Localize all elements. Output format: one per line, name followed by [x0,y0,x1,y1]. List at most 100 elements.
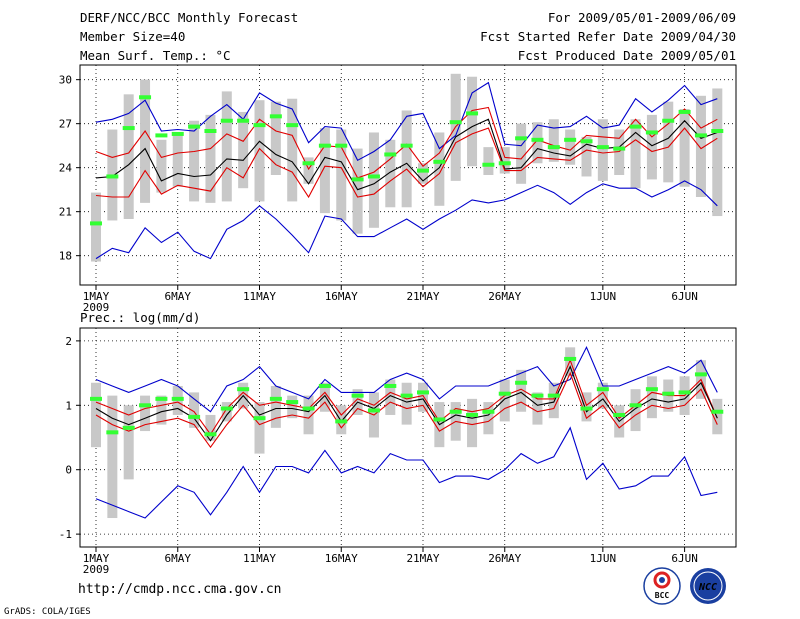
panel1-label: Mean Surf. Temp.: °C [80,48,231,63]
observed-marker [564,137,577,142]
bcc-logo: BCC [643,567,681,605]
spread-box [123,94,134,219]
spread-box [516,369,527,412]
spread-box [172,133,183,187]
observed-marker [384,383,397,388]
series-line-min [95,180,718,260]
observed-marker [384,152,397,157]
spread-box [303,395,314,435]
y-tick-label: 2 [65,335,72,348]
observed-marker [302,161,315,166]
spread-box [646,376,657,419]
y-tick-label: 0 [65,464,72,477]
observed-marker [253,123,266,128]
spread-box [401,110,412,208]
observed-marker [547,145,560,150]
temperature-panel: 18 21 24 27 30 1MAY 6MAY 11MAY 16MAY 21MAY 26MAY 1J… [59,64,737,314]
observed-marker [253,416,266,421]
x-tick-label: 26MAY [488,290,521,303]
observed-marker [400,143,413,148]
spread-box [352,148,363,234]
observed-marker [155,133,168,138]
observed-marker [122,425,135,430]
observed-marker [139,403,152,408]
spread-box [189,392,200,428]
observed-marker [531,393,544,398]
plot-frame [79,327,737,548]
grads-credit: GrADS: COLA/IGES [4,607,91,617]
observed-marker [433,417,446,422]
observed-marker [662,118,675,123]
spread-box [581,136,592,177]
observed-marker [694,133,707,138]
spread-box [597,119,608,181]
y-tick-label: -1 [59,528,72,541]
spread-box [467,76,478,167]
observed-marker [629,124,642,129]
spread-box [287,395,298,419]
spread-box [695,95,706,197]
y-tick-label: 18 [59,250,72,263]
observed-marker [564,356,577,361]
spread-box [107,395,118,519]
y-tick-label: 21 [59,206,72,219]
observed-marker [498,161,511,166]
spread-box [712,88,723,217]
spread-box [385,379,396,415]
spread-box [467,398,478,448]
observed-marker [335,419,348,424]
chart-title: DERF/NCC/BCC Monthly Forecast [80,10,299,25]
spread-box [319,128,330,214]
x-tick-label: 16MAY [325,552,358,565]
x-tick-label: 1MAY [83,290,110,303]
spread-box [483,147,494,175]
spread-box [418,163,428,184]
observed-marker [400,393,413,398]
observed-marker [417,168,429,173]
spread-box [238,111,249,189]
spread-box [385,139,396,208]
x-tick-label: 1MAY [83,552,110,565]
spread-box [270,385,281,428]
spread-box [156,139,167,193]
spread-box [287,98,298,202]
observed-marker [678,109,691,114]
spread-box [270,101,281,175]
x-tick-label: 6MAY [165,290,192,303]
observed-marker [694,372,707,377]
ncc-logo-text: NCC [698,582,717,593]
spread-box [254,100,265,202]
x-tick-label: 1JUN [590,552,617,565]
spread-box [140,79,151,203]
source-url[interactable]: http://cmdp.ncc.cma.gov.cn [78,582,282,597]
spread-box [221,402,232,422]
observed-marker [449,120,462,125]
spread-box [254,402,265,454]
x-tick-label: 1JUN [590,290,617,303]
spread-box [156,395,167,425]
observed-marker [613,412,626,417]
refer-date: Fcst Started Refer Date 2009/04/30 [480,29,736,44]
observed-marker [155,396,168,401]
spread-box [401,382,412,425]
spread-box [91,192,101,262]
spread-box [499,379,510,422]
spread-box [548,119,559,162]
observed-marker [237,118,250,123]
observed-marker [629,403,642,408]
observed-marker [90,396,102,401]
spread-box [630,389,641,432]
spread-box [189,120,200,202]
spread-box [532,392,543,425]
observed-marker [547,393,560,398]
observed-marker [351,393,364,398]
spread-box [91,382,101,448]
y-tick-label: 27 [59,118,72,131]
x-year-label: 2009 [83,563,110,576]
spread-box [221,91,232,202]
observed-marker [106,174,119,179]
observed-marker [580,139,593,144]
observed-marker [613,146,626,151]
observed-marker [220,118,233,123]
x-tick-label: 6JUN [671,290,698,303]
